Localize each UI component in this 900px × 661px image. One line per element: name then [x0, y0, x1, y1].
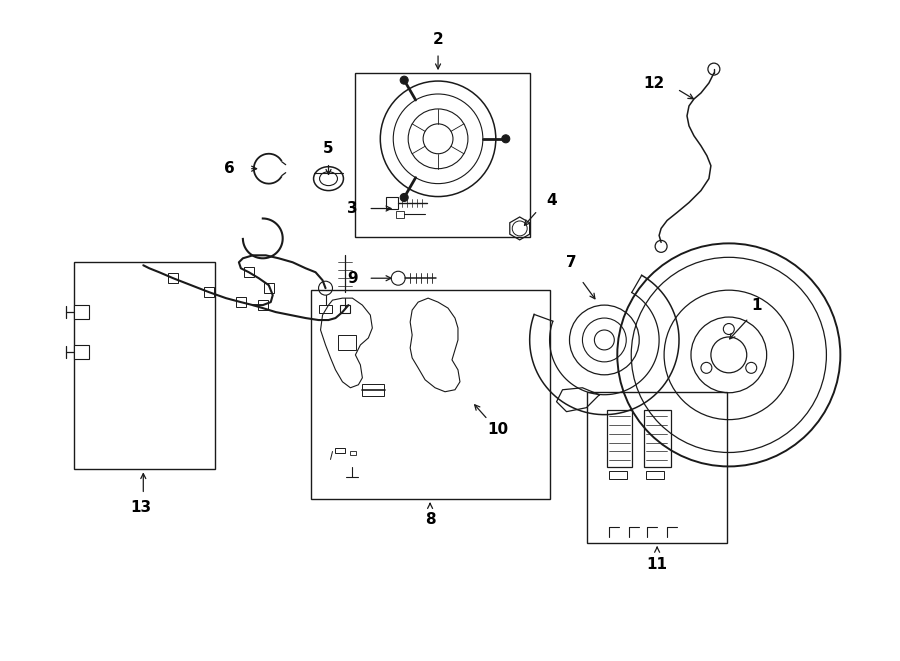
Text: 4: 4: [546, 193, 557, 208]
Bar: [264, 283, 274, 293]
Bar: [386, 196, 398, 208]
Bar: [74, 262, 215, 469]
Text: 11: 11: [646, 557, 668, 572]
Bar: [336, 447, 346, 453]
Text: 6: 6: [223, 161, 234, 176]
Circle shape: [400, 76, 409, 84]
Bar: [608, 410, 632, 467]
Text: 12: 12: [644, 75, 665, 91]
Bar: [74, 345, 88, 359]
Text: 3: 3: [347, 201, 357, 216]
Bar: [338, 335, 356, 350]
Bar: [588, 392, 727, 543]
Text: 2: 2: [433, 32, 444, 47]
Bar: [340, 305, 350, 313]
Bar: [396, 210, 404, 219]
Text: 8: 8: [425, 512, 436, 527]
Bar: [319, 305, 332, 313]
Bar: [168, 273, 178, 283]
Bar: [204, 287, 214, 297]
Bar: [350, 451, 356, 455]
Bar: [74, 305, 88, 319]
Text: 13: 13: [130, 500, 152, 515]
Bar: [257, 300, 268, 310]
Bar: [363, 384, 384, 396]
Bar: [244, 267, 254, 277]
Bar: [646, 471, 664, 479]
Bar: [644, 410, 671, 467]
Bar: [609, 471, 627, 479]
Text: 9: 9: [347, 271, 357, 286]
Circle shape: [400, 194, 409, 202]
Circle shape: [502, 135, 509, 143]
Text: 7: 7: [566, 254, 577, 270]
Text: 5: 5: [323, 141, 334, 156]
Bar: [310, 290, 550, 499]
Bar: [356, 73, 530, 237]
Bar: [236, 297, 246, 307]
Text: 10: 10: [487, 422, 508, 437]
Text: 1: 1: [752, 297, 762, 313]
